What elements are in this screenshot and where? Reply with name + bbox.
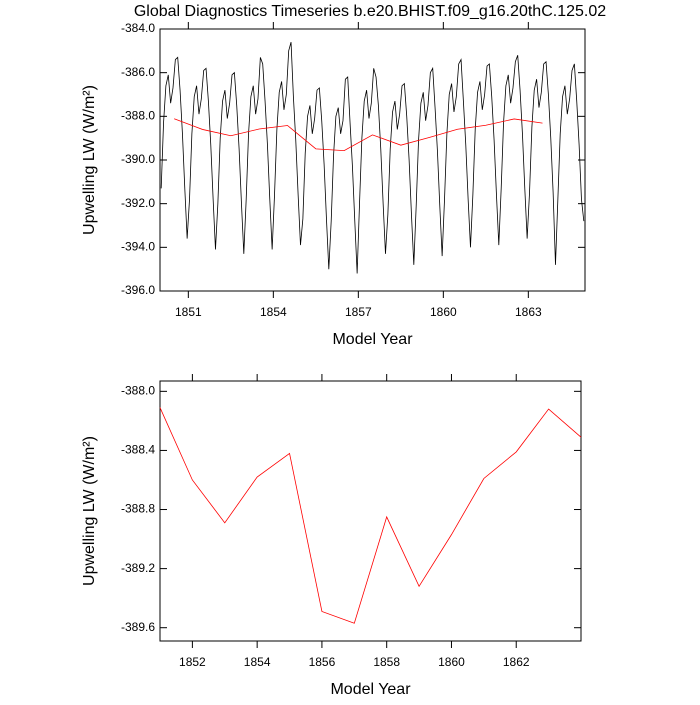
y-tick-label: -384.0 — [121, 21, 155, 35]
plot-frame — [159, 380, 582, 642]
y-tick-label: -389.2 — [121, 561, 155, 575]
x-tick-label: 1860 — [430, 305, 457, 319]
y-axis-label: Upwelling LW (W/m²) — [81, 85, 98, 235]
x-tick-label: 1852 — [179, 655, 206, 669]
data-line — [174, 118, 543, 152]
x-tick-label: 1863 — [515, 305, 542, 319]
y-axis-label: Upwelling LW (W/m²) — [81, 436, 98, 586]
y-tick-label: -386.0 — [121, 65, 155, 79]
x-tick-label: 1854 — [260, 305, 287, 319]
y-tick-label: -388.4 — [121, 443, 155, 457]
x-tick-label: 1858 — [373, 655, 400, 669]
x-tick-label: 1857 — [345, 305, 372, 319]
x-tick-label: 1862 — [503, 655, 530, 669]
x-tick-label: 1856 — [309, 655, 336, 669]
y-tick-label: -388.8 — [121, 502, 155, 516]
data-line — [159, 407, 582, 624]
y-tick-label: -388.0 — [121, 384, 155, 398]
x-tick-label: 1851 — [175, 305, 202, 319]
x-axis-label: Model Year — [332, 331, 413, 348]
x-tick-label: 1860 — [438, 655, 465, 669]
y-tick-label: -389.6 — [121, 620, 155, 634]
y-tick-label: -396.0 — [121, 283, 155, 297]
y-tick-label: -394.0 — [121, 240, 155, 254]
y-tick-label: -390.0 — [121, 152, 155, 166]
x-tick-label: 1854 — [244, 655, 271, 669]
chart-title: Global Diagnostics Timeseries b.e20.BHIS… — [134, 3, 606, 20]
y-tick-label: -388.0 — [121, 109, 155, 123]
x-axis-label: Model Year — [330, 681, 411, 698]
plot-frame — [159, 28, 586, 292]
y-tick-label: -392.0 — [121, 196, 155, 210]
data-line — [160, 41, 585, 274]
